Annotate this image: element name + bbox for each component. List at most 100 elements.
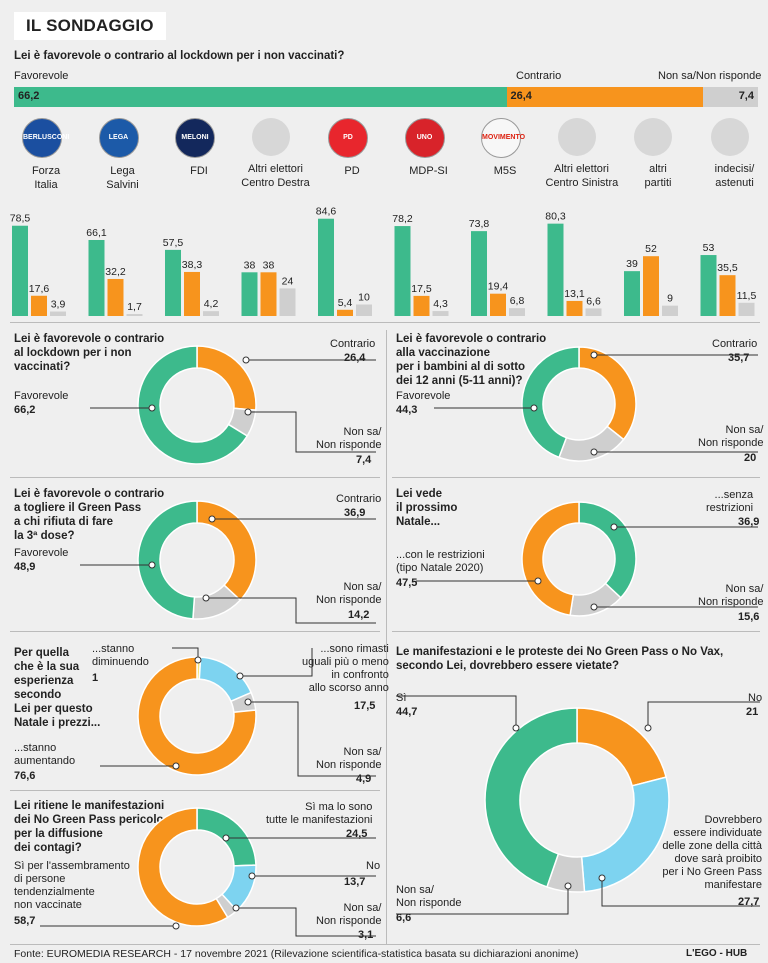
leader-line: [248, 701, 376, 777]
donut4-b-value: 47,5: [396, 577, 418, 589]
donut2-fav-value: 44,3: [396, 404, 418, 416]
donut5-b-value: 17,5: [354, 700, 376, 712]
bar-value-label: 17,6: [29, 283, 50, 295]
donut1-ns-value: 7,4: [356, 454, 372, 466]
leader-dot: [590, 603, 598, 611]
party-logo-6: MOVIMENTO: [481, 118, 525, 158]
bar-value-label: 38: [263, 259, 275, 271]
bar-ns: [203, 311, 219, 316]
party-logo-text: PD: [343, 134, 353, 141]
leader-dot: [644, 724, 652, 732]
donut-chart-6: [40, 807, 376, 937]
leader-dot: [610, 523, 618, 531]
party-logo-text: BERLUSCONI: [23, 134, 70, 141]
bar-value-label: 6,6: [586, 295, 601, 307]
party-logo-4: PD: [328, 118, 368, 158]
bar-con: [413, 295, 430, 316]
party-bar-chart: 78,5 17,63,9 66,1 32,2 1,7 57,5 38,3 4,2 38 38 24 8…: [10, 206, 756, 316]
donut2-ns-value: 20: [744, 452, 757, 464]
leader-dot: [202, 594, 210, 602]
bar-ns: [585, 308, 602, 316]
donut-slice: [196, 500, 257, 602]
donut7-a-label: Sì: [396, 692, 407, 704]
donut3-ns-value: 14,2: [348, 609, 370, 621]
bar-fav: [700, 255, 717, 316]
donut7-ns-label: Non sa/ Non risponde: [396, 884, 462, 909]
donut5-b-label: ...sono rimasti uguali più o meno in con…: [302, 643, 389, 694]
donut7-c-label: Dovrebbero essere individuate delle zone…: [662, 814, 762, 891]
party-7: Altri elettori Centro Sinistra: [546, 118, 618, 190]
leader-dot: [222, 834, 230, 842]
top-bar-ns-value: 7,4: [738, 90, 754, 102]
party-name: MDP-SI: [409, 165, 448, 177]
bar-value-label: 38: [244, 259, 256, 271]
donut-chart-7: [396, 695, 760, 915]
divider: [386, 330, 387, 944]
bar-fav: [12, 225, 28, 316]
party-logo-0: BERLUSCONI: [22, 118, 70, 158]
leader-dot: [242, 356, 250, 364]
leader-line: [601, 878, 760, 907]
party-1: LEGA Lega Salvini: [87, 118, 159, 192]
bar-fav: [624, 271, 640, 316]
donut1-con-value: 26,4: [344, 352, 366, 364]
donut3-fav-label: Favorevole: [14, 547, 69, 559]
leader-line: [240, 648, 313, 677]
bar-con: [719, 275, 736, 316]
bar-value-label: 1,7: [127, 301, 142, 313]
leader-dot: [172, 922, 180, 930]
donut-slice: [196, 345, 257, 411]
bar-value-label: 10: [358, 292, 370, 304]
leader-dot: [236, 672, 244, 680]
footer-brand: L'EGO - HUB: [686, 948, 748, 959]
donut3-fav-value: 48,9: [14, 561, 36, 573]
divider: [10, 790, 380, 791]
bar-value-label: 84,6: [316, 206, 337, 218]
bar-value-label: 73,8: [469, 218, 490, 230]
bar-ns: [279, 288, 296, 316]
donut-slice: [580, 776, 670, 893]
donut-chart-2: [434, 346, 758, 462]
top-bar-con-segment: 26,4: [506, 87, 703, 107]
footer-source: Fonte: EUROMEDIA RESEARCH - 17 novembre …: [14, 948, 579, 960]
top-bar-fav-segment: 66,2: [14, 87, 507, 107]
donut-slice: [578, 346, 637, 441]
donut4-a-label: ...senza restrizioni: [706, 489, 754, 514]
bar-value-label: 39: [626, 258, 638, 270]
divider: [392, 477, 760, 478]
divider: [392, 631, 760, 632]
donut2-fav-label: Favorevole: [396, 390, 451, 402]
leader-dot: [208, 515, 216, 523]
bar-ns: [432, 311, 449, 316]
party-name: altri partiti: [644, 163, 672, 189]
donut7-question: Le manifestazioni e le proteste dei No G…: [396, 646, 724, 672]
donut-chart-3: [80, 500, 376, 624]
leader-dot: [590, 351, 598, 359]
bar-value-label: 19,4: [488, 281, 509, 293]
donut6-ns-label: Non sa/ Non risponde: [316, 902, 382, 927]
donut-slice: [576, 707, 668, 787]
donut-slice: [521, 501, 580, 617]
leader-dot: [244, 408, 252, 416]
bar-fav: [165, 249, 181, 316]
donut6-ns-value: 3,1: [358, 929, 374, 941]
top-bar-ns-label: Non sa/Non risponde: [658, 70, 762, 82]
donut3-con-label: Contrario: [336, 493, 382, 505]
donut2-question: Lei è favorevole o contrario alla vaccin…: [396, 333, 547, 387]
top-bar-con-value: 26,4: [510, 90, 532, 102]
donut-chart-5: [100, 647, 376, 777]
donut5-question: Per quella che è la sua esperienza secon…: [14, 647, 101, 729]
party-name: Forza Italia: [31, 165, 61, 191]
page-title: IL SONDAGGIO: [14, 12, 166, 40]
party-logo-2: MELONI: [175, 118, 215, 158]
leader-dot: [512, 724, 520, 732]
party-name: Lega Salvini: [106, 165, 139, 191]
donut2-con-label: Contrario: [712, 338, 758, 350]
party-name: Altri elettori Centro Destra: [241, 163, 310, 189]
donut3-con-value: 36,9: [344, 507, 366, 519]
bar-fav: [547, 223, 564, 316]
bar-con: [566, 300, 583, 316]
donut1-fav-label: Favorevole: [14, 390, 69, 402]
leader-dot: [148, 561, 156, 569]
bar-con: [184, 271, 200, 316]
